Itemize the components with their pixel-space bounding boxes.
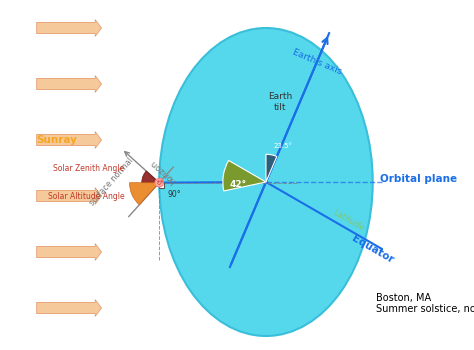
Text: horizon: horizon <box>149 158 178 185</box>
FancyArrow shape <box>36 244 101 260</box>
FancyArrow shape <box>36 76 101 92</box>
FancyArrow shape <box>36 188 101 204</box>
FancyArrow shape <box>36 132 101 148</box>
Text: Solar Zenith Angle: Solar Zenith Angle <box>53 164 124 173</box>
Wedge shape <box>129 183 159 205</box>
Text: Earth
tilt: Earth tilt <box>268 92 292 112</box>
Text: Solar Altitude Angle: Solar Altitude Angle <box>47 192 124 201</box>
Polygon shape <box>159 183 164 188</box>
Wedge shape <box>223 160 266 191</box>
Text: Latitude: Latitude <box>331 208 365 233</box>
Text: 42°: 42° <box>229 180 246 189</box>
Text: Equator: Equator <box>350 233 395 265</box>
FancyArrow shape <box>36 300 101 316</box>
Text: Earth's axis: Earth's axis <box>291 47 343 76</box>
Wedge shape <box>266 154 277 182</box>
Text: 23.5°: 23.5° <box>273 143 292 149</box>
FancyArrow shape <box>36 20 101 36</box>
Ellipse shape <box>159 28 373 336</box>
Circle shape <box>155 178 164 187</box>
Text: 90°: 90° <box>168 190 181 199</box>
Text: surface normal: surface normal <box>88 156 135 208</box>
Wedge shape <box>142 171 159 183</box>
Text: Boston, MA
Summer solstice, noon: Boston, MA Summer solstice, noon <box>376 293 474 315</box>
Text: Orbital plane: Orbital plane <box>380 174 457 183</box>
Text: Sunray: Sunray <box>36 135 78 145</box>
